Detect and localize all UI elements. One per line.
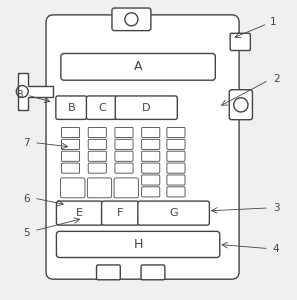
Text: B: B — [67, 103, 75, 113]
Text: G: G — [169, 208, 178, 218]
FancyBboxPatch shape — [115, 128, 133, 137]
Text: E: E — [76, 208, 83, 218]
FancyBboxPatch shape — [142, 128, 160, 137]
Text: C: C — [98, 103, 106, 113]
FancyBboxPatch shape — [141, 265, 165, 280]
Text: D: D — [142, 103, 151, 113]
Text: H: H — [133, 238, 143, 251]
Text: 1: 1 — [270, 17, 277, 27]
FancyBboxPatch shape — [142, 175, 160, 185]
FancyBboxPatch shape — [102, 201, 139, 225]
Text: 5: 5 — [23, 228, 30, 238]
Text: 2: 2 — [273, 74, 279, 84]
FancyBboxPatch shape — [88, 128, 106, 137]
FancyBboxPatch shape — [167, 175, 185, 185]
Text: F: F — [117, 208, 124, 218]
FancyBboxPatch shape — [167, 139, 185, 149]
FancyBboxPatch shape — [167, 163, 185, 173]
FancyBboxPatch shape — [61, 128, 80, 137]
FancyBboxPatch shape — [142, 187, 160, 197]
FancyBboxPatch shape — [142, 139, 160, 149]
FancyBboxPatch shape — [167, 128, 185, 137]
Text: 4: 4 — [273, 244, 279, 254]
Text: 8: 8 — [16, 90, 23, 100]
FancyBboxPatch shape — [88, 151, 106, 161]
FancyBboxPatch shape — [56, 96, 87, 119]
Text: A: A — [134, 60, 142, 73]
FancyBboxPatch shape — [46, 15, 239, 279]
FancyBboxPatch shape — [56, 201, 103, 225]
FancyBboxPatch shape — [61, 53, 215, 80]
FancyBboxPatch shape — [86, 96, 117, 119]
FancyBboxPatch shape — [142, 163, 160, 173]
FancyBboxPatch shape — [142, 151, 160, 161]
FancyBboxPatch shape — [61, 178, 85, 198]
FancyBboxPatch shape — [97, 265, 120, 280]
FancyBboxPatch shape — [229, 90, 252, 120]
FancyBboxPatch shape — [88, 139, 106, 149]
FancyBboxPatch shape — [87, 178, 112, 198]
Text: 7: 7 — [23, 138, 30, 148]
FancyBboxPatch shape — [61, 151, 80, 161]
FancyBboxPatch shape — [115, 96, 177, 119]
FancyBboxPatch shape — [114, 178, 138, 198]
Text: 6: 6 — [23, 194, 30, 204]
FancyBboxPatch shape — [167, 151, 185, 161]
FancyBboxPatch shape — [61, 163, 80, 173]
FancyBboxPatch shape — [61, 139, 80, 149]
FancyBboxPatch shape — [56, 231, 220, 257]
FancyBboxPatch shape — [112, 8, 151, 31]
FancyBboxPatch shape — [115, 151, 133, 161]
FancyBboxPatch shape — [138, 201, 209, 225]
FancyBboxPatch shape — [167, 187, 185, 197]
FancyBboxPatch shape — [115, 163, 133, 173]
FancyBboxPatch shape — [88, 163, 106, 173]
Text: 3: 3 — [273, 203, 279, 213]
Polygon shape — [18, 73, 53, 110]
FancyBboxPatch shape — [115, 139, 133, 149]
FancyBboxPatch shape — [230, 33, 250, 50]
